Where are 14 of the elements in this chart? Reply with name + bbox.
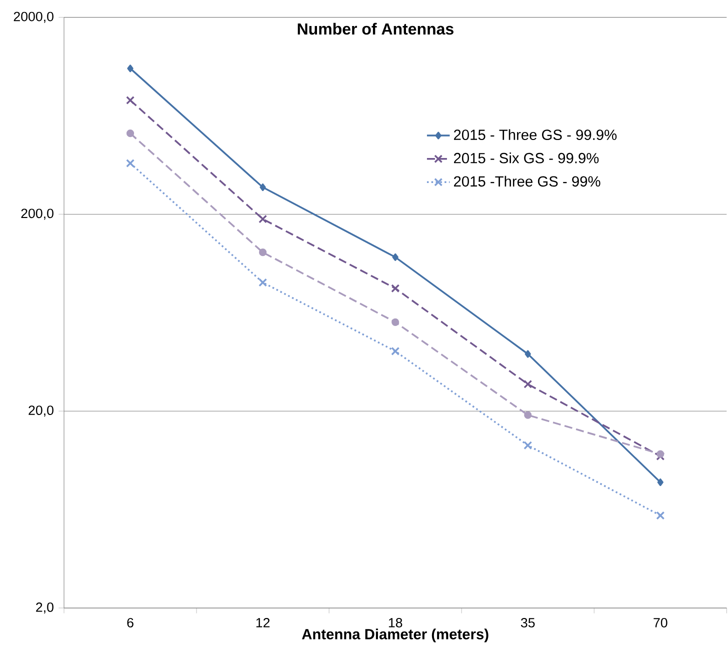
x-tick-label: 70 [654, 618, 668, 628]
chart-title: Number of Antennas [298, 22, 454, 35]
y-tick-label: 200,0 [21, 208, 54, 220]
x-tick-label: 35 [520, 618, 535, 628]
legend-label: 2015 -Three GS - 99% [454, 176, 600, 187]
legend-label: 2015 - Three GS - 99.9% [454, 129, 617, 140]
x-tick-label: 18 [388, 618, 402, 628]
y-tick-label: 20,0 [28, 406, 54, 417]
x-tick-label: 6 [127, 618, 134, 628]
y-tick-label: 2,0 [36, 602, 54, 614]
x-axis-title: Antenna Diameter (meters) [302, 628, 488, 642]
y-tick-label: 2000,0 [14, 12, 54, 23]
x-tick-label: 12 [256, 618, 270, 628]
legend-label: 2015 - Six GS - 99.9% [454, 152, 599, 164]
